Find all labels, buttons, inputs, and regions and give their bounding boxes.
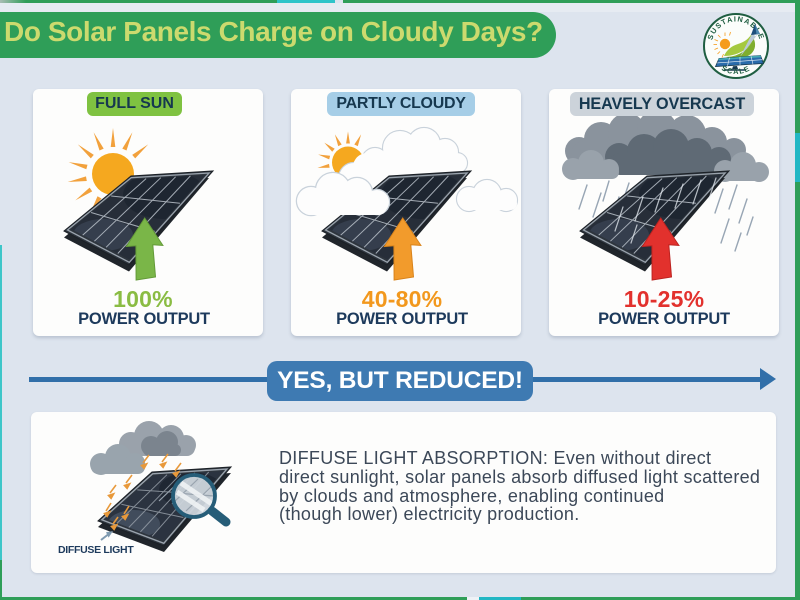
svg-text:SCALE: SCALE <box>720 64 752 77</box>
svg-text:DIFFUSE LIGHT: DIFFUSE LIGHT <box>58 544 134 556</box>
